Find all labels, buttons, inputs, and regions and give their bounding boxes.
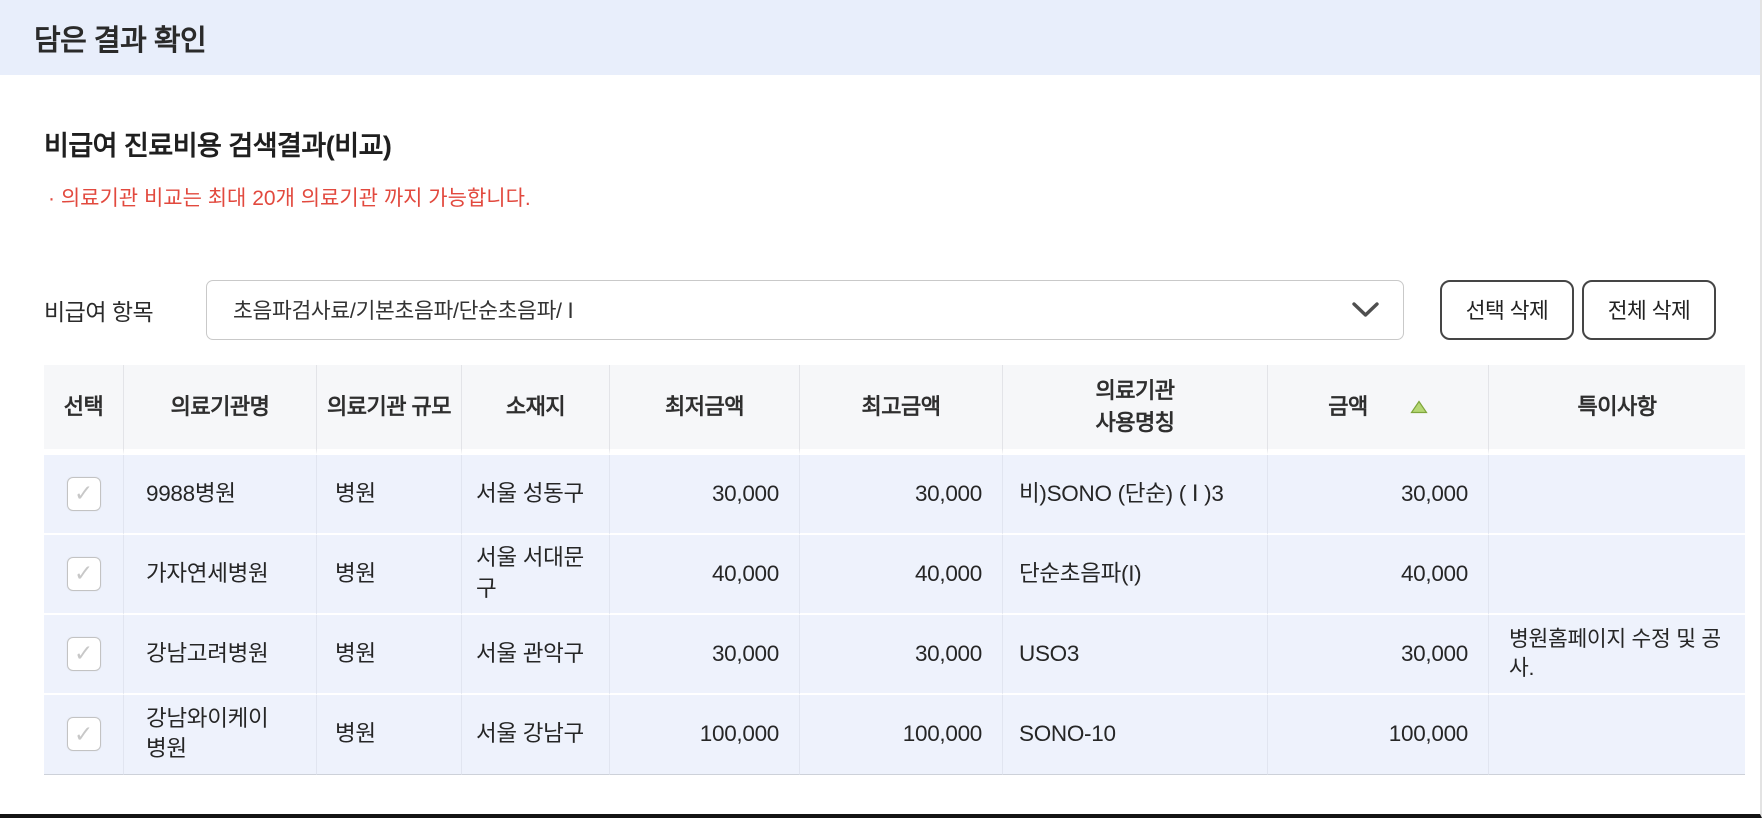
cell-institution-name: 강남고려병원 — [124, 614, 317, 695]
comparison-limit-note: · 의료기관 비교는 최대 20개 의료기관 까지 가능합니다. — [48, 186, 531, 210]
cell-location: 서울 성동구 — [462, 454, 610, 535]
cell-max-price: 30,000 — [800, 614, 1003, 695]
table-header-row: 선택 의료기관명 의료기관 규모 소재지 최저금액 최고금액 의료기관 사용명칭… — [44, 364, 1745, 455]
cell-min-price: 30,000 — [610, 454, 800, 535]
cell-institution-scale: 병원 — [317, 454, 462, 535]
col-header-institution-scale: 의료기관 규모 — [317, 364, 462, 455]
cell-usage-name: USO3 — [1003, 614, 1268, 695]
section-title: 비급여 진료비용 검색결과(비교) — [44, 131, 392, 161]
cell-location: 서울 서대문구 — [462, 534, 610, 615]
cell-institution-name: 강남와이케이병원 — [124, 694, 317, 775]
row-checkbox[interactable]: ✓ — [66, 476, 101, 511]
table-row: ✓ 강남고려병원 병원 서울 관악구 30,000 30,000 USO3 30… — [44, 614, 1745, 695]
cell-remarks — [1489, 534, 1745, 615]
check-icon: ✓ — [74, 720, 93, 747]
row-checkbox[interactable]: ✓ — [66, 717, 101, 752]
cell-remarks — [1489, 454, 1745, 535]
cell-usage-name: SONO-10 — [1003, 694, 1268, 775]
col-header-location: 소재지 — [462, 364, 610, 455]
cell-price: 30,000 — [1268, 454, 1489, 535]
cell-location: 서울 강남구 — [462, 694, 610, 775]
col-header-select: 선택 — [44, 364, 124, 455]
cell-remarks: 병원홈페이지 수정 및 공사. — [1489, 614, 1745, 695]
non-covered-item-select[interactable]: 초음파검사료/기본초음파/단순초음파/ Ⅰ — [206, 279, 1404, 340]
cell-price: 30,000 — [1268, 614, 1489, 695]
row-checkbox[interactable]: ✓ — [66, 556, 101, 591]
page-header: 담은 결과 확인 — [0, 0, 1760, 75]
chevron-down-icon — [1352, 302, 1379, 317]
table-row: ✓ 가자연세병원 병원 서울 서대문구 40,000 40,000 단순초음파(… — [44, 534, 1745, 615]
col-header-min-price: 최저금액 — [610, 364, 800, 455]
page: 담은 결과 확인 비급여 진료비용 검색결과(비교) · 의료기관 비교는 최대… — [0, 0, 1760, 775]
row-checkbox[interactable]: ✓ — [66, 636, 101, 671]
table-row: ✓ 9988병원 병원 서울 성동구 30,000 30,000 비)SONO … — [44, 454, 1745, 535]
cell-price: 100,000 — [1268, 694, 1489, 775]
cell-institution-scale: 병원 — [317, 534, 462, 615]
cell-usage-name: 단순초음파(I) — [1003, 534, 1268, 615]
delete-selected-button[interactable]: 선택 삭제 — [1440, 279, 1574, 340]
cell-institution-name: 9988병원 — [124, 454, 317, 535]
col-header-max-price: 최고금액 — [800, 364, 1003, 455]
cell-price: 40,000 — [1268, 534, 1489, 615]
col-header-usage-name: 의료기관 사용명칭 — [1003, 364, 1268, 455]
col-header-remarks: 특이사항 — [1489, 364, 1745, 455]
filter-label: 비급여 항목 — [44, 298, 154, 325]
table-actions: 선택 삭제 전체 삭제 — [1440, 279, 1716, 340]
cell-min-price: 40,000 — [610, 534, 800, 615]
cell-max-price: 40,000 — [800, 534, 1003, 615]
cell-institution-scale: 병원 — [317, 614, 462, 695]
cell-min-price: 100,000 — [610, 694, 800, 775]
table-row: ✓ 강남와이케이병원 병원 서울 강남구 100,000 100,000 SON… — [44, 694, 1745, 775]
check-icon: ✓ — [74, 480, 93, 507]
page-title: 담은 결과 확인 — [34, 24, 207, 57]
delete-all-button[interactable]: 전체 삭제 — [1582, 279, 1716, 340]
cell-institution-scale: 병원 — [317, 694, 462, 775]
comparison-results-table: 선택 의료기관명 의료기관 규모 소재지 최저금액 최고금액 의료기관 사용명칭… — [44, 364, 1745, 775]
cell-location: 서울 관악구 — [462, 614, 610, 695]
col-header-usage-name-label: 의료기관 사용명칭 — [1095, 377, 1175, 435]
sort-ascending-icon[interactable] — [1410, 400, 1428, 414]
col-header-price-label: 금액 — [1328, 393, 1368, 419]
cell-institution-name: 가자연세병원 — [124, 534, 317, 615]
filter-row: 비급여 항목 초음파검사료/기본초음파/단순초음파/ Ⅰ 선택 삭제 전체 삭제 — [44, 279, 1716, 340]
cell-max-price: 100,000 — [800, 694, 1003, 775]
non-covered-item-select-value: 초음파검사료/기본초음파/단순초음파/ Ⅰ — [233, 299, 574, 324]
cell-remarks — [1489, 694, 1745, 775]
cell-min-price: 30,000 — [610, 614, 800, 695]
col-header-price-sortable[interactable]: 금액 — [1268, 364, 1489, 455]
check-icon: ✓ — [74, 640, 93, 667]
cell-max-price: 30,000 — [800, 454, 1003, 535]
check-icon: ✓ — [74, 560, 93, 587]
main-content: 비급여 진료비용 검색결과(비교) · 의료기관 비교는 최대 20개 의료기관… — [0, 131, 1760, 775]
cell-usage-name: 비)SONO (단순) ( Ⅰ )3 — [1003, 454, 1268, 535]
col-header-institution-name: 의료기관명 — [124, 364, 317, 455]
